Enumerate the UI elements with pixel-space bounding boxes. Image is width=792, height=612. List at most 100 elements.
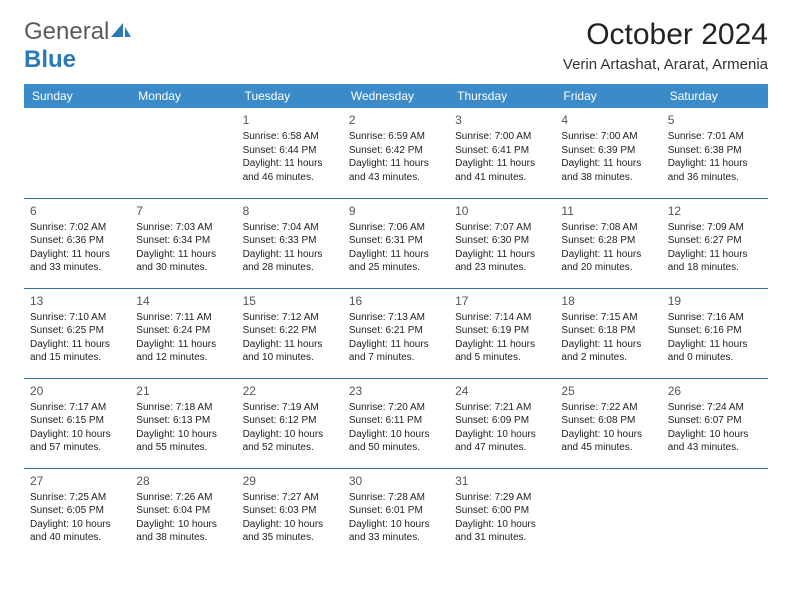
daylight-line: Daylight: 10 hours <box>561 428 655 442</box>
day-number: 7 <box>136 203 230 219</box>
day-number: 6 <box>30 203 124 219</box>
daylight-line: and 18 minutes. <box>668 261 762 275</box>
dayname-fri: Friday <box>555 84 661 108</box>
daylight-line: and 36 minutes. <box>668 171 762 185</box>
sunset-line: Sunset: 6:21 PM <box>349 324 443 338</box>
daylight-line: and 43 minutes. <box>668 441 762 455</box>
sunrise-line: Sunrise: 7:01 AM <box>668 130 762 144</box>
sunset-line: Sunset: 6:31 PM <box>349 234 443 248</box>
day-number: 2 <box>349 112 443 128</box>
day-number: 29 <box>243 473 337 489</box>
calendar-row: 13Sunrise: 7:10 AMSunset: 6:25 PMDayligh… <box>24 288 768 378</box>
daylight-line: and 46 minutes. <box>243 171 337 185</box>
sunrise-line: Sunrise: 7:21 AM <box>455 401 549 415</box>
sunset-line: Sunset: 6:15 PM <box>30 414 124 428</box>
day-number: 23 <box>349 383 443 399</box>
day-number: 26 <box>668 383 762 399</box>
sunset-line: Sunset: 6:27 PM <box>668 234 762 248</box>
sunset-line: Sunset: 6:38 PM <box>668 144 762 158</box>
month-title: October 2024 <box>563 18 768 52</box>
daylight-line: and 57 minutes. <box>30 441 124 455</box>
calendar-cell: 9Sunrise: 7:06 AMSunset: 6:31 PMDaylight… <box>343 198 449 288</box>
daylight-line: and 5 minutes. <box>455 351 549 365</box>
logo-text-2: Blue <box>24 46 76 73</box>
sunset-line: Sunset: 6:44 PM <box>243 144 337 158</box>
calendar-row: 6 Sunrise: 7:02 AMSunset: 6:36 PM Daylight… <box>24 198 768 288</box>
sunrise-line: Sunrise: 7:14 AM <box>455 311 549 325</box>
daylight-line: Daylight: 11 hours <box>561 338 655 352</box>
calendar-cell: 19Sunrise: 7:16 AMSunset: 6:16 PMDayligh… <box>662 288 768 378</box>
calendar-cell: 28Sunrise: 7:26 AMSunset: 6:04 PMDayligh… <box>130 468 236 558</box>
daylight-line: and 55 minutes. <box>136 441 230 455</box>
sunset-line: Sunset: 6:36 PM <box>30 234 124 248</box>
sunrise-line: Sunrise: 7:18 AM <box>136 401 230 415</box>
sunrise-line: Sunrise: 7:02 AM <box>30 221 124 235</box>
calendar-row: 20Sunrise: 7:17 AMSunset: 6:15 PMDayligh… <box>24 378 768 468</box>
calendar-cell: 17Sunrise: 7:14 AMSunset: 6:19 PMDayligh… <box>449 288 555 378</box>
sunset-line: Sunset: 6:24 PM <box>136 324 230 338</box>
day-number: 27 <box>30 473 124 489</box>
sunrise-line: Sunrise: 6:59 AM <box>349 130 443 144</box>
sunrise-line: Sunrise: 7:13 AM <box>349 311 443 325</box>
sunrise-line: Sunrise: 7:20 AM <box>349 401 443 415</box>
sunrise-line: Sunrise: 7:07 AM <box>455 221 549 235</box>
day-number: 31 <box>455 473 549 489</box>
daylight-line: Daylight: 11 hours <box>561 157 655 171</box>
sunset-line: Sunset: 6:05 PM <box>30 504 124 518</box>
daylight-line: Daylight: 11 hours <box>561 248 655 262</box>
calendar-cell: 27Sunrise: 7:25 AMSunset: 6:05 PMDayligh… <box>24 468 130 558</box>
daylight-line: Daylight: 10 hours <box>455 518 549 532</box>
daylight-line: Daylight: 11 hours <box>243 338 337 352</box>
calendar-cell: 8Sunrise: 7:04 AMSunset: 6:33 PMDaylight… <box>237 198 343 288</box>
calendar-cell: 23Sunrise: 7:20 AMSunset: 6:11 PMDayligh… <box>343 378 449 468</box>
sunset-line: Sunset: 6:39 PM <box>561 144 655 158</box>
daylight-line: Daylight: 11 hours <box>243 248 337 262</box>
sunset-line: Sunset: 6:07 PM <box>668 414 762 428</box>
dayname-thu: Thursday <box>449 84 555 108</box>
dayname-tue: Tuesday <box>237 84 343 108</box>
sunrise-line: Sunrise: 7:26 AM <box>136 491 230 505</box>
sunrise-line: Sunrise: 7:06 AM <box>349 221 443 235</box>
day-number: 21 <box>136 383 230 399</box>
daylight-line: and 7 minutes. <box>349 351 443 365</box>
calendar-cell: 15Sunrise: 7:12 AMSunset: 6:22 PMDayligh… <box>237 288 343 378</box>
sunrise-line: Sunrise: 7:03 AM <box>136 221 230 235</box>
sunrise-line: Sunrise: 7:25 AM <box>30 491 124 505</box>
daylight-line: Daylight: 10 hours <box>349 428 443 442</box>
calendar-cell: 31Sunrise: 7:29 AMSunset: 6:00 PMDayligh… <box>449 468 555 558</box>
sunset-line: Sunset: 6:04 PM <box>136 504 230 518</box>
sunrise-line: Sunrise: 7:08 AM <box>561 221 655 235</box>
day-number: 22 <box>243 383 337 399</box>
sunset-line: Sunset: 6:12 PM <box>243 414 337 428</box>
day-number: 9 <box>349 203 443 219</box>
day-number: 1 <box>243 112 337 128</box>
dayname-wed: Wednesday <box>343 84 449 108</box>
calendar-cell: 29Sunrise: 7:27 AMSunset: 6:03 PMDayligh… <box>237 468 343 558</box>
sunrise-line: Sunrise: 7:28 AM <box>349 491 443 505</box>
sunset-line: Sunset: 6:18 PM <box>561 324 655 338</box>
daylight-line: and 38 minutes. <box>561 171 655 185</box>
day-number: 17 <box>455 293 549 309</box>
sunrise-line: Sunrise: 7:27 AM <box>243 491 337 505</box>
title-block: October 2024 Verin Artashat, Ararat, Arm… <box>563 18 768 73</box>
calendar-cell <box>662 468 768 558</box>
day-number: 19 <box>668 293 762 309</box>
day-number: 5 <box>668 112 762 128</box>
calendar-cell: 12Sunrise: 7:09 AMSunset: 6:27 PMDayligh… <box>662 198 768 288</box>
daylight-line: Daylight: 11 hours <box>455 248 549 262</box>
calendar-cell: 6Sunrise: 7:02 AMSunset: 6:36 PMDaylight… <box>24 198 130 288</box>
calendar-cell: 25Sunrise: 7:22 AMSunset: 6:08 PMDayligh… <box>555 378 661 468</box>
calendar-cell: 11Sunrise: 7:08 AMSunset: 6:28 PMDayligh… <box>555 198 661 288</box>
sunset-line: Sunset: 6:30 PM <box>455 234 549 248</box>
dayname-row: Sunday Monday Tuesday Wednesday Thursday… <box>24 84 768 108</box>
calendar-cell: 26Sunrise: 7:24 AMSunset: 6:07 PMDayligh… <box>662 378 768 468</box>
calendar-cell <box>24 108 130 198</box>
sunrise-line: Sunrise: 7:10 AM <box>30 311 124 325</box>
sunrise-line: Sunrise: 7:24 AM <box>668 401 762 415</box>
day-number: 13 <box>30 293 124 309</box>
daylight-line: and 2 minutes. <box>561 351 655 365</box>
sunrise-line: Sunrise: 7:04 AM <box>243 221 337 235</box>
day-number: 20 <box>30 383 124 399</box>
calendar-cell: 1Sunrise: 6:58 AMSunset: 6:44 PMDaylight… <box>237 108 343 198</box>
calendar-cell: 14Sunrise: 7:11 AMSunset: 6:24 PMDayligh… <box>130 288 236 378</box>
